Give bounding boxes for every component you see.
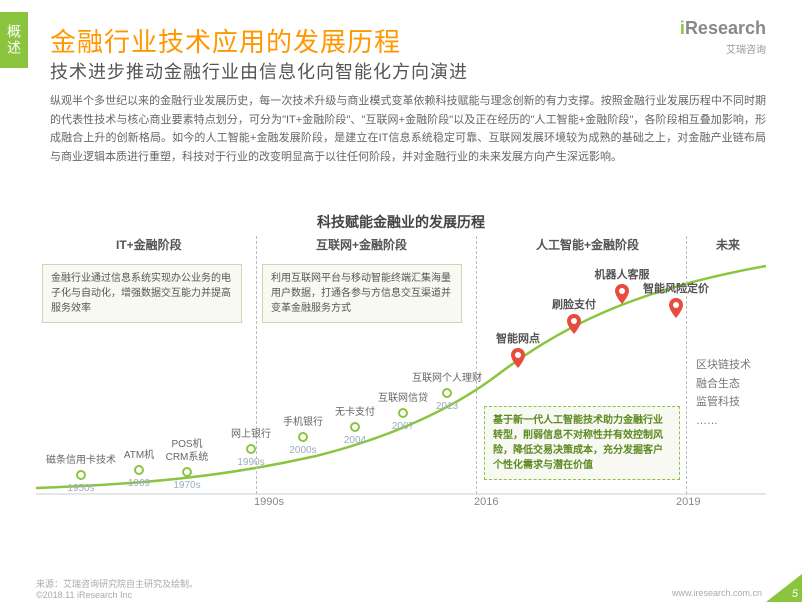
page-subtitle: 技术进步推动金融行业由信息化向智能化方向演进 (50, 58, 468, 84)
future-list: 区块链技术融合生态监管科技…… (696, 356, 751, 431)
source-note: 来源：艾瑞咨询研究院自主研究及绘制。 (36, 577, 198, 590)
page-number: 5 (792, 588, 798, 600)
phase-label: 未来 (716, 236, 740, 253)
phase-labels: IT+金融阶段 互联网+金融阶段 人工智能+金融阶段 未来 (36, 236, 766, 258)
body-text: 纵观半个多世纪以来的金融行业发展历史，每一次技术升级与商业模式变革依赖科技赋能与… (50, 92, 766, 167)
footer-url: www.iresearch.com.cn (672, 588, 762, 598)
phase-box: 金融行业通过信息系统实现办公业务的电子化与自动化，增强数据交互能力并提高服务效率 (42, 264, 242, 323)
logo-rest: Research (685, 18, 766, 38)
phase-label: 互联网+金融阶段 (316, 236, 407, 253)
phase-label: IT+金融阶段 (116, 236, 182, 253)
phase-label: 人工智能+金融阶段 (536, 236, 639, 253)
ai-milestone: 智能网点 (478, 330, 558, 368)
page-title: 金融行业技术应用的发展历程 (50, 22, 401, 59)
phase-divider (686, 236, 687, 494)
axis-year: 2016 (474, 496, 498, 508)
logo-sub: 艾瑞咨询 (680, 41, 766, 56)
copyright: ©2018.11 iResearch Inc (36, 590, 132, 600)
phase-box: 基于新一代人工智能技术助力金融行业转型，削弱信息不对称性并有效控制风险，降低交易… (484, 406, 680, 480)
phase-divider (476, 236, 477, 494)
timeline-chart: IT+金融阶段 互联网+金融阶段 人工智能+金融阶段 未来 金融行业通过信息系统实现办… (36, 236, 766, 556)
phase-box: 利用互联网平台与移动智能终端汇集海量用户数据，打通各参与方信息交互渠道并变革金融… (262, 264, 462, 323)
chart-title: 科技赋能金融业的发展历程 (0, 212, 802, 232)
milestone: 互联网个人理财2013 (412, 372, 482, 413)
side-tab: 概述 (0, 12, 28, 68)
axis-year: 2019 (676, 496, 700, 508)
milestone: POS机CRM系统1970s (152, 438, 222, 492)
ai-milestone: 智能风险定价 (636, 280, 716, 318)
logo: iResearch 艾瑞咨询 (680, 18, 766, 56)
axis-year: 1990s (254, 496, 284, 508)
